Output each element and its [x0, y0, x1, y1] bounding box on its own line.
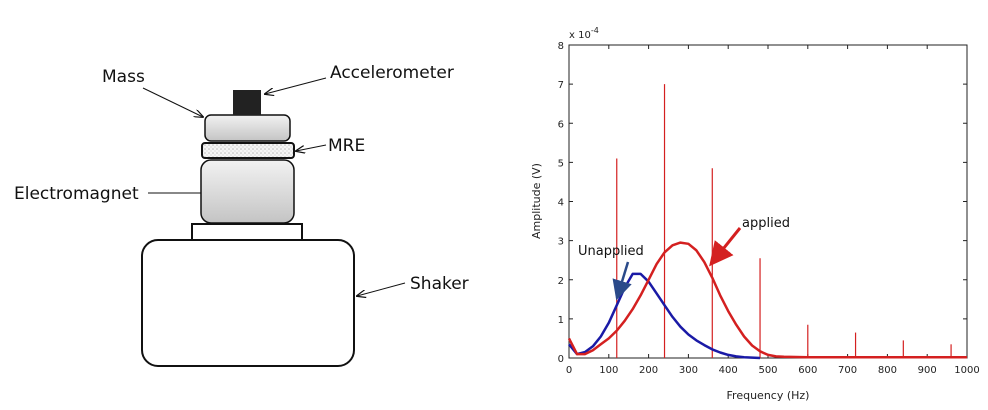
y-tick-label: 4 — [558, 198, 564, 209]
arrow — [296, 144, 327, 151]
x-tick-label: 500 — [758, 365, 777, 376]
x-tick-label: 400 — [719, 365, 738, 376]
annotation: Unapplied — [578, 244, 644, 259]
label: Mass — [102, 67, 145, 87]
y-tick-label: 1 — [558, 315, 564, 326]
label: Electromagnet — [14, 184, 139, 204]
x-tick-label: 100 — [599, 365, 618, 376]
y-multiplier: x 10-4 — [569, 26, 599, 41]
y-tick-label: 5 — [558, 158, 564, 169]
x-tick-label: 0 — [566, 365, 572, 376]
x-tick-label: 1000 — [954, 365, 979, 376]
arrow — [357, 282, 406, 296]
x-tick-label: 700 — [838, 365, 857, 376]
arrow — [265, 77, 327, 94]
multiplier-base: x 10 — [569, 30, 591, 41]
connector — [191, 223, 303, 241]
x-tick-label: 300 — [679, 365, 698, 376]
x-axis-label: Frequency (Hz) — [727, 389, 810, 402]
series-line — [568, 272, 761, 360]
electromagnet — [200, 159, 295, 224]
y-tick-label: 2 — [558, 276, 564, 287]
annotation-arrow — [709, 227, 742, 267]
mre — [201, 142, 295, 159]
diagram: Mass Accelerometer MRE Electromagnet Sha… — [14, 63, 469, 367]
accelerometer — [233, 90, 261, 115]
x-tick-label: 600 — [798, 365, 817, 376]
series-line — [567, 241, 967, 359]
annotation: applied — [742, 216, 790, 231]
x-tick-label: 900 — [918, 365, 937, 376]
y-tick-label: 3 — [558, 237, 564, 248]
label: MRE — [328, 136, 365, 156]
y-tick-label: 7 — [558, 80, 564, 91]
multiplier-exponent: -4 — [591, 26, 599, 35]
label: Accelerometer — [330, 63, 454, 83]
annotation-arrow — [612, 261, 632, 301]
y-tick-label: 0 — [558, 354, 564, 365]
label: Shaker — [410, 274, 469, 294]
shaker — [141, 239, 355, 367]
chart: Frequency (Hz) Amplitude (V) x 10-4 0 100… — [530, 26, 980, 402]
x-tick-label: 800 — [878, 365, 897, 376]
y-axis-label: Amplitude (V) — [530, 163, 543, 239]
x-tick-label: 200 — [639, 365, 658, 376]
arrow — [142, 87, 203, 117]
y-tick-label: 6 — [558, 119, 564, 130]
y-tick-label: 8 — [558, 41, 564, 52]
plot-frame — [568, 44, 968, 359]
mass — [204, 114, 291, 142]
